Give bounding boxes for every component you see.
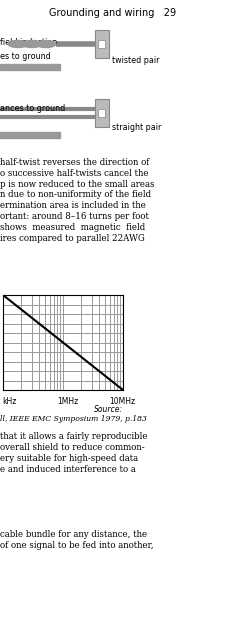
Bar: [98, 109, 105, 117]
Ellipse shape: [22, 40, 42, 47]
Text: Source:: Source:: [93, 405, 122, 414]
Text: n due to non-uniformity of the field: n due to non-uniformity of the field: [0, 190, 151, 200]
Text: half-twist reverses the direction of: half-twist reverses the direction of: [0, 158, 149, 167]
Text: ermination area is included in the: ermination area is included in the: [0, 201, 145, 210]
Text: ances to ground: ances to ground: [0, 104, 65, 113]
Text: straight pair: straight pair: [112, 123, 161, 132]
Text: o successive half-twists cancel the: o successive half-twists cancel the: [0, 169, 148, 178]
Text: p is now reduced to the small areas: p is now reduced to the small areas: [0, 180, 154, 189]
Text: twisted pair: twisted pair: [112, 56, 159, 65]
Ellipse shape: [36, 40, 56, 47]
Ellipse shape: [8, 40, 28, 47]
Bar: [94, 99, 108, 127]
Text: that it allows a fairly reproducible: that it allows a fairly reproducible: [0, 432, 147, 441]
Text: ery suitable for high-speed data: ery suitable for high-speed data: [0, 454, 137, 463]
Text: ortant: around 8–16 turns per foot: ortant: around 8–16 turns per foot: [0, 212, 148, 221]
Text: e and induced interference to a: e and induced interference to a: [0, 465, 135, 474]
Text: ll, IEEE EMC Symposium 1979, p.183: ll, IEEE EMC Symposium 1979, p.183: [0, 415, 146, 423]
Text: 10MHz: 10MHz: [108, 397, 135, 406]
Text: cable bundle for any distance, the: cable bundle for any distance, the: [0, 530, 146, 539]
Text: Grounding and wiring   29: Grounding and wiring 29: [49, 8, 176, 18]
Bar: [0, 132, 60, 138]
Bar: [98, 40, 105, 48]
Text: of one signal to be fed into another,: of one signal to be fed into another,: [0, 541, 153, 550]
Text: field induction: field induction: [0, 38, 57, 47]
Text: 1MHz: 1MHz: [57, 397, 78, 406]
Bar: [0, 64, 60, 70]
Text: overall shield to reduce common-: overall shield to reduce common-: [0, 443, 144, 452]
Text: kHz: kHz: [2, 397, 16, 406]
Text: shows  measured  magnetic  field: shows measured magnetic field: [0, 223, 145, 232]
Text: es to ground: es to ground: [0, 52, 51, 61]
Bar: [94, 30, 108, 58]
Text: ires compared to parallel 22AWG: ires compared to parallel 22AWG: [0, 234, 144, 243]
